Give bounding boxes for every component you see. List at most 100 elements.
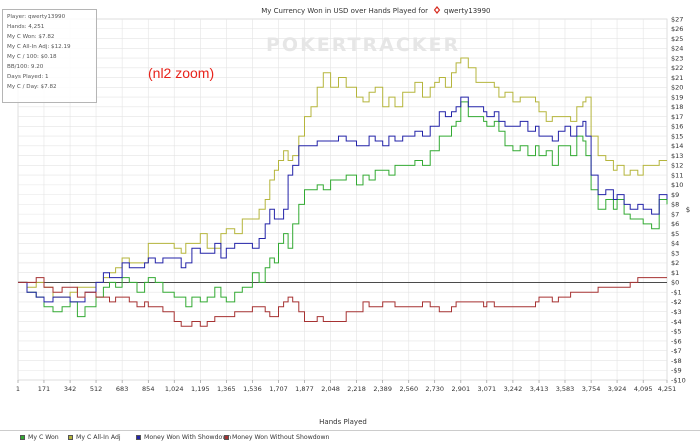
stat-days: Days Played: 1 — [7, 74, 49, 80]
stat-perday: My C / Day: $7.82 — [7, 84, 57, 90]
y-tick-label: $17 — [671, 113, 683, 121]
legend-label: Money Won Without Showdown — [232, 434, 330, 441]
series-line-my-c-all-in-adj — [18, 57, 667, 298]
stat-allin: My C All-In Adj: $12.19 — [7, 44, 71, 50]
x-tick-label: 4,251 — [658, 385, 677, 393]
y-tick-label: $9 — [671, 191, 679, 199]
x-tick-label: 3,754 — [582, 385, 601, 393]
x-axis-title: Hands Played — [319, 418, 367, 426]
x-tick-label: 1,024 — [165, 385, 184, 393]
y-tick-label: -$10 — [671, 376, 686, 384]
legend-label: My C All-In Adj — [76, 434, 121, 441]
x-tick-label: 2,048 — [321, 385, 340, 393]
y-tick-label: -$8 — [671, 357, 682, 365]
legend-item-allin-adj[interactable]: My C All-In Adj — [68, 434, 121, 441]
stats-box: Player: qwerty13990 Hands: 4,251 My C Wo… — [2, 9, 97, 103]
y-tick-label: $14 — [671, 142, 683, 150]
y-tick-label: -$7 — [671, 347, 682, 355]
x-tick-label: 2,218 — [347, 385, 366, 393]
plot-area — [17, 18, 668, 381]
x-tick-label: 2,901 — [452, 385, 471, 393]
y-tick-label: -$3 — [671, 308, 682, 316]
stat-hands: Hands: 4,251 — [7, 24, 45, 30]
legend-swatch — [136, 435, 141, 440]
y-tick-label: $20 — [671, 84, 683, 92]
legend-item-without-showdown[interactable]: Money Won Without Showdown — [224, 434, 329, 441]
legend-swatch — [20, 435, 25, 440]
grid — [17, 18, 668, 381]
y-tick-label: $25 — [671, 35, 683, 43]
y-tick-label: $16 — [671, 123, 683, 131]
y-tick-label: $19 — [671, 93, 683, 101]
y-tick-label: $8 — [671, 201, 679, 209]
legend: My C Won My C All-In Adj Money Won With … — [0, 430, 700, 444]
watermark: POKERTRACKER — [266, 34, 461, 56]
x-tick-label: 3,413 — [530, 385, 549, 393]
x-tick-label: 3,583 — [556, 385, 575, 393]
chart-player-name: qwerty13990 — [444, 7, 491, 15]
y-tick-label: $6 — [671, 220, 679, 228]
x-tick-label: 683 — [116, 385, 128, 393]
y-tick-label: -$1 — [671, 288, 682, 296]
chart-title: My Currency Won in USD over Hands Played… — [261, 7, 428, 15]
y-tick-label: $12 — [671, 162, 683, 170]
y-tick-label: $3 — [671, 249, 679, 257]
series-line-money-won-without-showdown — [18, 277, 667, 327]
y-tick-label: $11 — [671, 171, 683, 179]
y-tick-label: -$6 — [671, 337, 682, 345]
y-tick-label: $4 — [671, 240, 679, 248]
y-tick-label: $27 — [671, 15, 683, 23]
legend-label: My C Won — [28, 434, 59, 441]
stat-won: My C Won: $7.82 — [7, 34, 55, 40]
x-tick-label: 171 — [38, 385, 50, 393]
y-axis-title: $ — [686, 206, 690, 214]
legend-label: Money Won With Showdown — [144, 434, 232, 441]
x-tick-label: 3,242 — [504, 385, 523, 393]
x-tick-label: 854 — [142, 385, 154, 393]
annotation: (nl2 zoom) — [148, 65, 215, 81]
x-tick-label: 3,924 — [608, 385, 627, 393]
y-tick-label: $2 — [671, 259, 679, 267]
x-tick-label: 4,095 — [634, 385, 653, 393]
y-tick-label: $26 — [671, 25, 683, 33]
y-tick-label: $23 — [671, 54, 683, 62]
y-tick-label: $13 — [671, 152, 683, 160]
stat-bb100: BB/100: 9.20 — [7, 64, 44, 70]
y-tick-label: $7 — [671, 210, 679, 218]
y-tick-label: $24 — [671, 45, 683, 53]
y-tick-label: $21 — [671, 74, 683, 82]
y-tick-label: $22 — [671, 64, 683, 72]
axes — [17, 281, 668, 383]
x-tick-label: 2,389 — [373, 385, 392, 393]
series-line-my-c-won — [18, 101, 668, 318]
x-tick-label: 2,560 — [399, 385, 418, 393]
y-tick-label: $0 — [671, 279, 679, 287]
x-tick-label: 1,195 — [191, 385, 210, 393]
y-tick-label: $15 — [671, 132, 683, 140]
y-tick-label: -$5 — [671, 328, 682, 336]
y-tick-label: -$2 — [671, 298, 682, 306]
series-line-money-won-with-showdown — [18, 96, 668, 303]
y-tick-label: $18 — [671, 103, 683, 111]
y-tick-label: $10 — [671, 181, 683, 189]
y-tick-label: $5 — [671, 230, 679, 238]
legend-item-my-c-won[interactable]: My C Won — [20, 434, 59, 441]
legend-item-with-showdown[interactable]: Money Won With Showdown — [136, 434, 231, 441]
y-tick-label: -$4 — [671, 318, 682, 326]
legend-swatch — [68, 435, 73, 440]
stat-player: Player: qwerty13990 — [7, 14, 66, 20]
x-tick-label: 342 — [64, 385, 76, 393]
stat-per100: My C / 100: $0.18 — [7, 54, 57, 60]
x-tick-label: 1,365 — [217, 385, 236, 393]
tick-labels: $27$26$25$24$23$22$21$20$19$18$17$16$15$… — [16, 15, 686, 393]
x-tick-label: 1,877 — [295, 385, 314, 393]
x-tick-label: 1 — [16, 385, 20, 393]
legend-swatch — [224, 435, 229, 440]
series-lines — [18, 57, 668, 327]
x-tick-label: 2,730 — [425, 385, 444, 393]
y-tick-label: -$9 — [671, 367, 682, 375]
pokertracker-logo-icon — [433, 6, 441, 14]
x-tick-label: 1,536 — [243, 385, 262, 393]
y-tick-label: $1 — [671, 269, 679, 277]
